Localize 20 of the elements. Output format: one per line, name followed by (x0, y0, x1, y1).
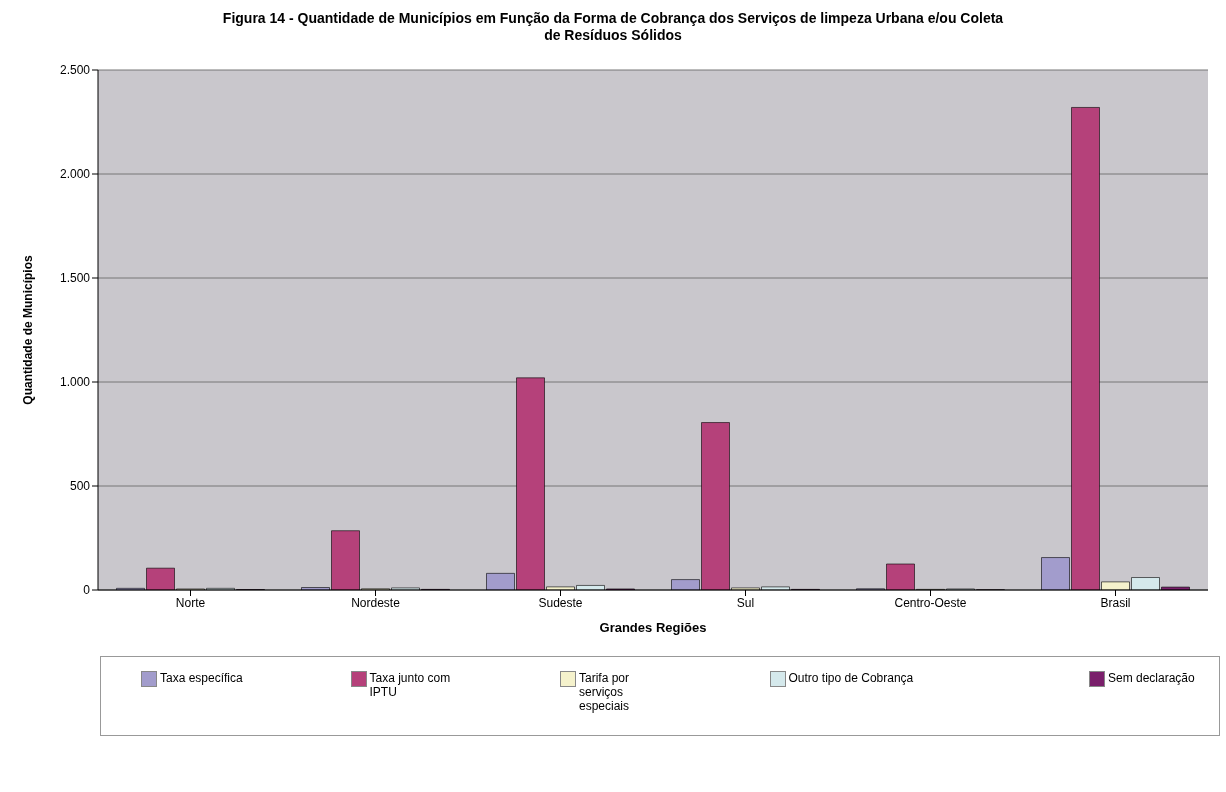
chart-title: Figura 14 - Quantidade de Municípios em Função da Forma de Cobrança dos Serviços de limpeza Urbana e/ou Coleta de Resíduos Sólidos (221, 10, 1005, 44)
legend-label: Taxa junto com IPTU (369, 671, 452, 699)
x-tick-label: Sudeste (538, 595, 583, 610)
legend-label: Sem declaração (1108, 671, 1195, 685)
x-tick-label: Sul (736, 595, 755, 610)
legend-label: Tarifa por serviços especiais (579, 671, 631, 713)
y-tick-label: 1.000 (59, 375, 91, 390)
x-tick-label: Centro-Oeste (894, 595, 967, 610)
x-tick-label: Brasil (1100, 595, 1131, 610)
y-tick-label: 0 (83, 583, 91, 598)
y-tick-label: 2.000 (59, 167, 91, 182)
y-axis-title: Quantidade de Municípios (21, 255, 36, 405)
legend-label: Outro tipo de Cobrança (788, 671, 914, 685)
y-tick-label: 2.500 (59, 63, 91, 78)
y-tick-label: 1.500 (59, 271, 91, 286)
x-tick-label: Norte (175, 595, 206, 610)
x-tick-label: Nordeste (351, 595, 401, 610)
x-axis-title: Grandes Regiões (599, 620, 707, 635)
y-tick-label: 500 (69, 479, 91, 494)
legend-label: Taxa específica (160, 671, 243, 685)
